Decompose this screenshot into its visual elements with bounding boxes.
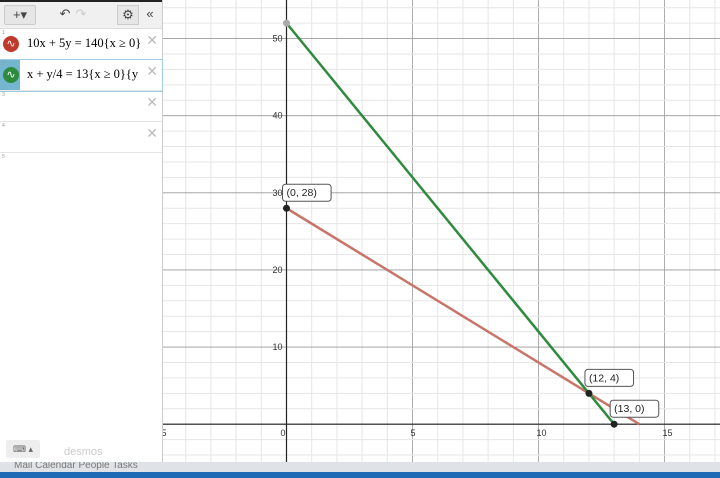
- system-bar: [0, 472, 720, 478]
- expression-index: 2: [2, 61, 5, 67]
- point-label-box: [609, 399, 660, 418]
- point-marker: [282, 19, 290, 27]
- expression-row[interactable]: 4 ✕: [0, 122, 162, 153]
- expression-index: 1: [2, 30, 5, 36]
- point-label: (12, 4): [589, 372, 619, 384]
- point-label-box: [584, 368, 635, 387]
- expression-row[interactable]: 1 ∿ 10x + 5y = 140{x ≥ 0} ✕: [0, 29, 162, 60]
- close-icon[interactable]: ✕: [146, 94, 158, 110]
- toolbar: +▾ ↶ ↷ ⚙ «: [0, 0, 162, 29]
- point-label-box: [281, 183, 332, 202]
- expression-row[interactable]: 3 ✕: [0, 91, 162, 122]
- y-tick-label: 30: [272, 188, 282, 198]
- close-icon[interactable]: ✕: [146, 32, 158, 48]
- point-marker: [282, 204, 290, 212]
- series-line: [285, 207, 641, 426]
- point-label: (13, 0): [614, 403, 644, 415]
- y-tick-label: 20: [272, 265, 282, 275]
- point-label: (0, 28): [286, 187, 316, 199]
- x-tick-label: 0: [280, 428, 285, 438]
- collapse-icon[interactable]: «: [146, 6, 154, 21]
- expression-input[interactable]: x + y/4 = 13{x ≥ 0}{y: [27, 67, 139, 81]
- wave-icon[interactable]: ∿: [3, 67, 19, 83]
- settings-icon[interactable]: ⚙: [117, 5, 139, 25]
- keyboard-button[interactable]: ⌨ ▴: [6, 440, 40, 458]
- expression-index: 5: [2, 154, 5, 160]
- undo-icon[interactable]: ↶: [59, 6, 71, 21]
- y-tick-label: 10: [272, 342, 282, 352]
- taskbar: Mail Calendar People Tasks: [0, 462, 720, 472]
- expression-row[interactable]: 5: [0, 153, 162, 183]
- point-marker: [585, 389, 593, 397]
- wave-icon[interactable]: ∿: [3, 36, 19, 52]
- x-tick-label: 5: [411, 428, 416, 438]
- y-tick-label: 40: [272, 111, 282, 121]
- close-icon[interactable]: ✕: [146, 63, 158, 79]
- point-marker: [610, 420, 618, 428]
- y-tick-label: 50: [272, 34, 282, 44]
- expression-row[interactable]: 2 ∿ x + y/4 = 13{x ≥ 0}{y ✕: [0, 59, 163, 92]
- expression-input[interactable]: 10x + 5y = 140{x ≥ 0}: [27, 36, 142, 50]
- series-line: [285, 22, 616, 425]
- redo-icon[interactable]: ↷: [75, 6, 87, 21]
- expression-index: 3: [2, 92, 5, 98]
- expression-panel: +▾ ↶ ↷ ⚙ « 1 ∿ 10x + 5y = 140{x ≥ 0} ✕ 2…: [0, 0, 163, 462]
- x-tick-label: 15: [663, 428, 673, 438]
- close-icon[interactable]: ✕: [146, 125, 158, 141]
- add-button[interactable]: +▾: [4, 5, 36, 25]
- x-tick-label: 10: [537, 428, 547, 438]
- x-tick-label: -5: [163, 428, 166, 438]
- graph-canvas[interactable]: -5 0 5 10 15 10 20 30 40 50 (0, 28) (12, 4) (13, 0): [163, 0, 720, 462]
- desmos-logo: desmos: [64, 446, 103, 458]
- expression-index: 4: [2, 123, 5, 129]
